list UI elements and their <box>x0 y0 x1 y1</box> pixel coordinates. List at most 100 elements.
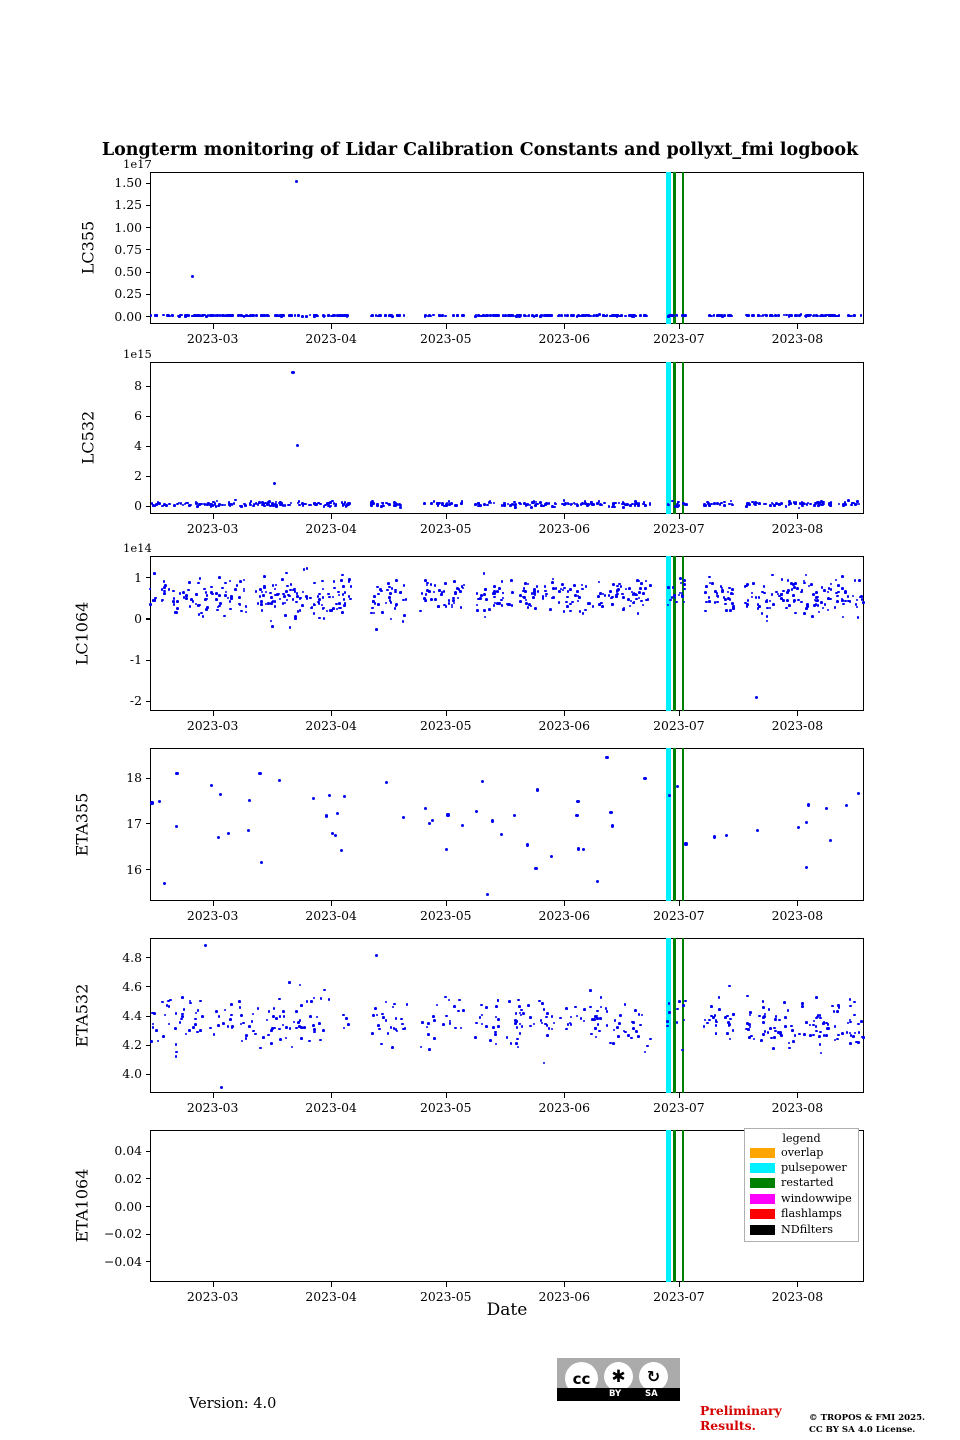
data-point <box>346 314 349 317</box>
y-tick-label-LC355: 0.50 <box>114 264 142 280</box>
data-point <box>386 582 390 585</box>
data-point <box>813 504 816 508</box>
data-point <box>823 314 827 318</box>
data-point <box>375 585 379 589</box>
data-point <box>263 586 266 589</box>
data-point <box>198 503 201 506</box>
data-point <box>645 1044 649 1048</box>
data-point <box>160 599 164 603</box>
x-tick-mark <box>212 1093 214 1098</box>
preliminary-results-note: Preliminary Results. <box>700 1403 790 1433</box>
data-point <box>156 502 159 506</box>
legend-item-overlap[interactable]: overlap <box>750 1145 853 1160</box>
data-point <box>341 1013 345 1017</box>
data-point <box>539 314 543 317</box>
data-point <box>828 597 832 601</box>
data-point <box>151 1011 154 1015</box>
data-point <box>751 314 755 318</box>
legend-item-restarted[interactable]: restarted <box>750 1176 853 1191</box>
data-point <box>242 589 246 593</box>
data-point <box>787 589 790 592</box>
data-point <box>450 605 454 609</box>
data-point <box>347 580 351 584</box>
data-point <box>612 583 616 586</box>
data-point <box>436 605 440 608</box>
data-point <box>574 1005 577 1009</box>
x-tick-label: 2023-06 <box>538 1289 591 1304</box>
data-point <box>565 1027 568 1031</box>
data-point <box>248 314 252 318</box>
data-point <box>230 1013 234 1017</box>
data-point <box>278 997 281 1001</box>
x-tick-mark <box>797 1282 799 1287</box>
data-point <box>297 1021 300 1024</box>
data-point <box>430 598 434 601</box>
data-point <box>474 1036 477 1039</box>
data-point <box>161 504 164 508</box>
data-point <box>806 501 810 505</box>
data-point <box>669 598 673 602</box>
data-point <box>325 609 329 613</box>
legend-item-flashlamps[interactable]: flashlamps <box>750 1207 853 1222</box>
data-point <box>226 596 230 600</box>
data-point <box>301 603 304 607</box>
data-point <box>223 1008 227 1012</box>
data-point <box>258 595 262 598</box>
data-point <box>344 505 348 508</box>
data-point <box>149 314 153 317</box>
data-point <box>387 314 391 318</box>
data-point <box>302 502 306 506</box>
legend-item-pulsepower[interactable]: pulsepower <box>750 1160 853 1175</box>
cc-license-badge: cc ✱ ↻ BY SA <box>557 1358 680 1401</box>
data-point <box>347 502 350 505</box>
data-point <box>480 1003 483 1007</box>
data-point <box>853 1013 856 1017</box>
data-point <box>815 996 818 999</box>
data-point <box>565 314 569 318</box>
data-point <box>547 1027 551 1030</box>
version-text: Version: 4.0 <box>189 1396 277 1412</box>
data-point <box>230 597 233 600</box>
data-point <box>812 313 816 317</box>
legend-item-NDfilters[interactable]: NDfilters <box>750 1222 853 1237</box>
data-point <box>524 598 528 602</box>
data-point <box>535 585 539 588</box>
data-point <box>448 502 451 506</box>
data-point <box>622 1029 626 1033</box>
data-point <box>217 1015 221 1018</box>
data-point <box>340 579 343 582</box>
data-point <box>846 1021 850 1025</box>
data-point <box>529 1024 532 1028</box>
data-point <box>520 1008 523 1012</box>
data-point <box>600 503 604 507</box>
data-point <box>332 607 336 610</box>
data-point <box>210 592 214 596</box>
x-tick-label: 2023-06 <box>538 1100 591 1115</box>
data-point <box>492 1026 495 1030</box>
data-point <box>522 1012 526 1015</box>
data-point <box>837 1033 840 1037</box>
data-point <box>483 503 486 507</box>
y-axis-label-ETA532: ETA532 <box>72 983 92 1047</box>
data-point <box>744 601 747 605</box>
data-point <box>528 603 532 607</box>
data-point <box>723 504 726 507</box>
y-tick-mark <box>145 1015 150 1017</box>
cc-by-label: BY <box>609 1389 622 1399</box>
data-point <box>205 608 208 611</box>
legend-item-windowwipe[interactable]: windowwipe <box>750 1191 853 1206</box>
data-point <box>857 1031 861 1035</box>
data-point <box>770 501 774 505</box>
data-point <box>509 579 513 583</box>
data-point <box>266 503 269 506</box>
data-point <box>591 1017 594 1021</box>
data-point <box>246 314 250 318</box>
data-point <box>204 591 208 595</box>
data-point <box>427 1022 431 1025</box>
data-point <box>153 599 156 603</box>
data-point <box>758 502 762 505</box>
data-point <box>577 314 580 318</box>
data-point <box>566 605 569 608</box>
data-point <box>603 501 606 505</box>
y-tick-label-LC355: 0.00 <box>114 308 142 324</box>
